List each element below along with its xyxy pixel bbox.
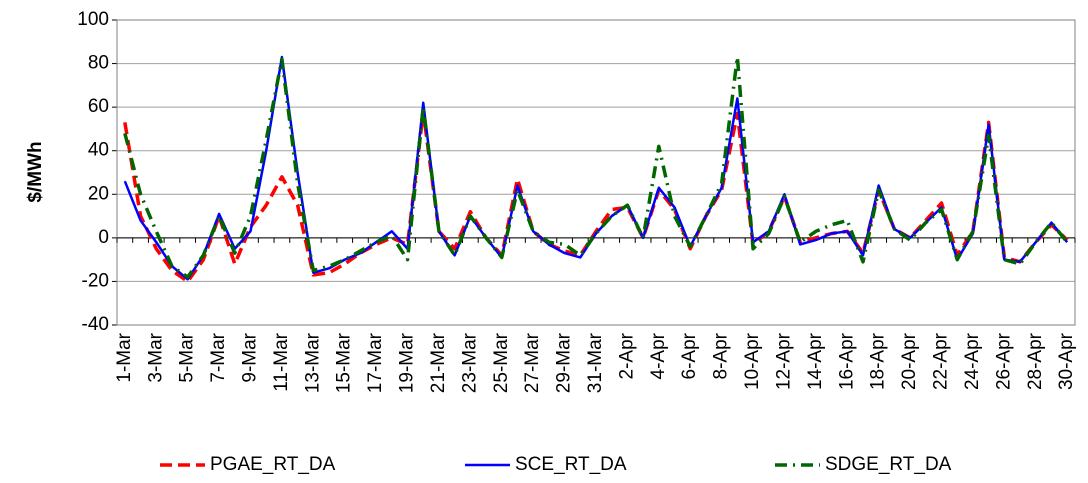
x-tick-label: 7-Mar (208, 332, 229, 382)
x-tick-label: 29-Mar (554, 332, 575, 393)
x-tick-label: 9-Mar (240, 332, 261, 382)
y-tick-label: 100 (77, 9, 109, 30)
x-tick-label: 15-Mar (334, 332, 355, 393)
x-tick-label: 22-Apr (931, 332, 952, 390)
y-tick-label: -20 (82, 270, 109, 291)
x-tick-label: 12-Apr (773, 332, 794, 390)
x-tick-label: 20-Apr (899, 332, 920, 390)
y-tick-label: 0 (98, 227, 109, 248)
x-tick-label: 16-Apr (836, 332, 857, 390)
x-tick-label: 27-Mar (522, 332, 543, 393)
x-tick-label: 10-Apr (742, 332, 763, 390)
legend-label: SCE_RT_DA (515, 454, 627, 475)
x-tick-label: 14-Apr (805, 332, 826, 390)
x-tick-label: 4-Apr (648, 332, 669, 379)
legend-label: PGAE_RT_DA (210, 454, 336, 475)
x-tick-label: 8-Apr (711, 332, 732, 379)
x-tick-label: 6-Apr (679, 332, 700, 379)
x-tick-label: 25-Mar (491, 332, 512, 393)
y-tick-label: -40 (82, 314, 109, 335)
x-tick-label: 23-Mar (459, 332, 480, 393)
x-tick-label: 11-Mar (271, 332, 292, 391)
x-tick-label: 1-Mar (114, 332, 135, 382)
y-tick-label: 40 (88, 140, 109, 161)
x-tick-label: 3-Mar (145, 332, 166, 382)
x-tick-label: 30-Apr (1056, 332, 1077, 390)
x-tick-label: 18-Apr (868, 332, 889, 390)
y-tick-label: 80 (88, 53, 109, 74)
series-line (123, 55, 1069, 279)
x-tick-label: 2-Apr (616, 332, 637, 379)
plot-border (116, 19, 1076, 326)
y-tick-label: 20 (88, 183, 109, 204)
y-tick-label: 60 (88, 96, 109, 117)
x-tick-label: 13-Mar (302, 332, 323, 393)
x-tick-label: 26-Apr (993, 332, 1014, 390)
x-tick-label: 19-Mar (397, 332, 418, 393)
x-tick-label: 31-Mar (585, 332, 606, 393)
x-tick-label: 17-Mar (365, 332, 386, 393)
x-tick-label: 24-Apr (962, 332, 983, 390)
legend-label: SDGE_RT_DA (825, 454, 952, 475)
series-line (123, 55, 1069, 281)
x-tick-label: 5-Mar (177, 332, 198, 382)
x-tick-label: 21-Mar (428, 332, 449, 393)
y-axis-label: $/MWh (25, 141, 46, 202)
x-tick-label: 28-Apr (1025, 332, 1046, 390)
